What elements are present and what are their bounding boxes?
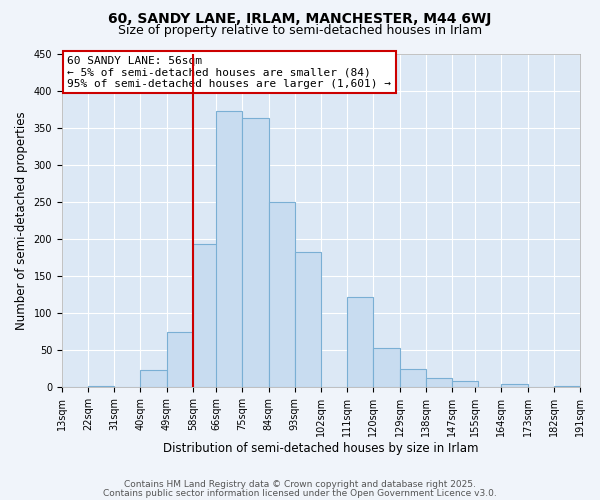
Bar <box>400 369 426 388</box>
Y-axis label: Number of semi-detached properties: Number of semi-detached properties <box>15 112 28 330</box>
Bar <box>554 386 580 388</box>
Bar <box>502 384 527 388</box>
Bar <box>347 297 373 388</box>
Text: 60 SANDY LANE: 56sqm
← 5% of semi-detached houses are smaller (84)
95% of semi-d: 60 SANDY LANE: 56sqm ← 5% of semi-detach… <box>67 56 391 89</box>
Bar <box>426 378 452 388</box>
Bar <box>295 252 321 388</box>
Bar <box>373 348 400 388</box>
Text: Size of property relative to semi-detached houses in Irlam: Size of property relative to semi-detach… <box>118 24 482 37</box>
Bar <box>140 370 167 388</box>
Text: Contains public sector information licensed under the Open Government Licence v3: Contains public sector information licen… <box>103 488 497 498</box>
Bar <box>88 386 114 388</box>
Bar <box>167 332 193 388</box>
Bar <box>216 111 242 388</box>
Text: 60, SANDY LANE, IRLAM, MANCHESTER, M44 6WJ: 60, SANDY LANE, IRLAM, MANCHESTER, M44 6… <box>109 12 491 26</box>
Bar <box>452 382 478 388</box>
X-axis label: Distribution of semi-detached houses by size in Irlam: Distribution of semi-detached houses by … <box>163 442 479 455</box>
Bar <box>242 118 269 388</box>
Bar <box>269 202 295 388</box>
Text: Contains HM Land Registry data © Crown copyright and database right 2025.: Contains HM Land Registry data © Crown c… <box>124 480 476 489</box>
Bar <box>193 244 219 388</box>
